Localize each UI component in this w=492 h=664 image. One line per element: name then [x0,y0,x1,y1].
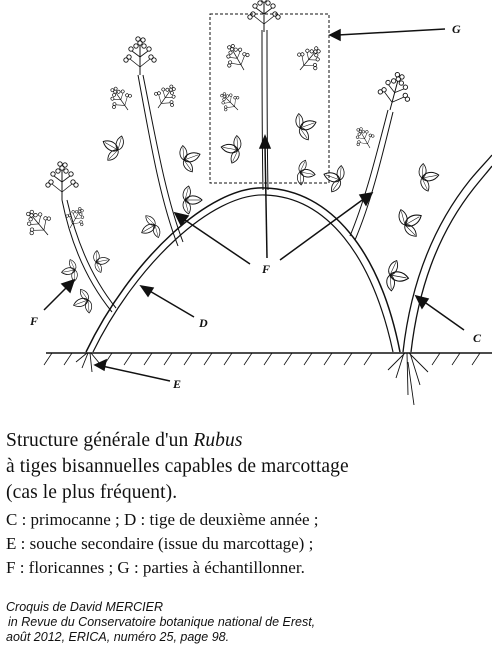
legend-line-1: C : primocanne ; D : tige de deuxième an… [6,510,319,529]
credit-block: Croquis de David MERCIER in Revue du Con… [6,600,486,645]
label-f-left: F [29,314,38,328]
caption-line-2: à tiges bisannuelles capables de marcott… [6,456,349,477]
label-e: E [172,377,181,391]
right-floricane [319,69,441,294]
sampling-box [209,13,330,184]
ground-hatching [43,352,481,366]
label-d: D [198,316,208,330]
legend-line-2: E : souche secondaire (issue du marcotta… [6,534,314,553]
primocane-stem [402,154,492,353]
caption-line-3: (cas le plus fréquent). [6,482,178,503]
legend-line-3: F : floricannes ; G : parties à échantil… [6,558,305,577]
annotation-arrows [43,28,465,382]
credit-line-3: août 2012, ERICA, numéro 25, page 98. [6,630,230,644]
label-g: G [452,22,461,36]
roots-secondary-stock [75,352,101,373]
rubus-structure-drawing: G F F D C E [0,0,492,406]
credit-line-1: Croquis de David MERCIER [6,600,163,614]
mid-left-floricane [96,37,205,247]
caption-genus: Rubus [193,430,243,451]
credit-line-2: in Revue du Conservatoire botanique nati… [8,615,316,629]
caption-line-1-prefix: Structure générale d'un [6,430,194,451]
label-c: C [473,331,482,345]
second-year-stem [85,187,401,353]
roots-primocane [387,352,429,406]
figure-caption: Structure générale d'un Rubus à tiges bi… [6,428,486,580]
central-floricane [215,0,328,191]
left-floricane [18,162,117,318]
label-f-center: F [261,262,270,276]
caption-line-1: Structure générale d'un Rubus [6,428,486,454]
